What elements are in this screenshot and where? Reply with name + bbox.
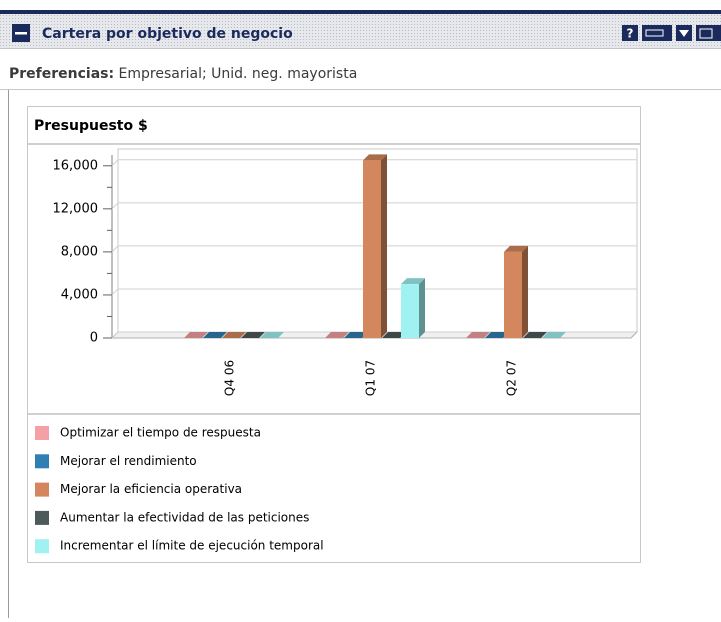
maximize-icon (699, 28, 713, 39)
bar-top (184, 332, 208, 338)
bar-top (241, 332, 265, 338)
legend-swatch (35, 426, 49, 440)
bar-top (260, 332, 284, 338)
y-tick-label: 0 (90, 331, 98, 346)
bar-top (325, 332, 349, 338)
grid-line-side (111, 331, 119, 339)
bar-top (523, 332, 547, 338)
preferences-value: Empresarial; Unid. neg. mayorista (119, 66, 358, 82)
legend-label: Mejorar la eficiencia operativa (60, 482, 242, 496)
bar-top (363, 154, 387, 161)
help-icon: ? (627, 27, 634, 41)
bar-top (485, 332, 509, 338)
bar (504, 251, 522, 338)
y-tick-label: 8,000 (61, 244, 98, 259)
x-tick-label: Q4 06 (223, 360, 237, 396)
y-tick-label: 12,000 (53, 201, 99, 216)
preferences-rule (0, 89, 721, 90)
bar-top (203, 332, 227, 338)
bar-top (401, 278, 425, 285)
bar-side (419, 278, 425, 338)
y-tick-label: 16,000 (53, 158, 99, 173)
portlet-title: Cartera por objetivo de negocio (42, 26, 293, 42)
bar-top (382, 332, 406, 338)
grid-line-side (111, 245, 119, 253)
legend-swatch (35, 482, 49, 497)
header-rule (0, 48, 721, 49)
legend-label: Incrementar el límite de ejecución tempo… (60, 539, 324, 553)
header-bar (0, 14, 721, 48)
x-tick-label: Q2 07 (505, 360, 519, 396)
legend-label: Optimizar el tiempo de respuesta (60, 426, 261, 440)
bar-top (466, 332, 490, 338)
grid-line-side (111, 202, 119, 210)
chart-title: Presupuesto $ (34, 118, 148, 134)
legend-label: Aumentar la efectividad de las peticione… (60, 510, 309, 524)
help-button[interactable] (622, 25, 638, 41)
legend-swatch (35, 539, 49, 554)
grid-line-side (111, 159, 119, 167)
top-border (0, 10, 721, 14)
bar-top (344, 332, 368, 338)
bar-side (522, 245, 528, 338)
preferences-label: Preferencias: (9, 66, 114, 82)
legend-label: Mejorar el rendimiento (60, 454, 197, 468)
preferences: Preferencias: Empresarial; Unid. neg. ma… (9, 66, 357, 82)
menu-icon (679, 30, 689, 37)
bar-top (542, 332, 566, 338)
legend-swatch (35, 454, 49, 469)
collapse-icon (15, 32, 27, 35)
legend-swatch (35, 510, 49, 525)
y-tick-label: 4,000 (61, 287, 98, 302)
bar (363, 160, 381, 338)
edit-icon (645, 29, 664, 37)
bar-top (504, 245, 528, 252)
left-border (8, 90, 9, 618)
bar-top (222, 332, 246, 338)
bar (401, 284, 419, 338)
grid-line-side (111, 288, 119, 296)
legend-rule (28, 413, 640, 415)
edit-button[interactable] (642, 25, 672, 41)
x-tick-label: Q1 07 (364, 360, 378, 396)
title-rule (28, 143, 640, 145)
bar-side (381, 154, 387, 338)
